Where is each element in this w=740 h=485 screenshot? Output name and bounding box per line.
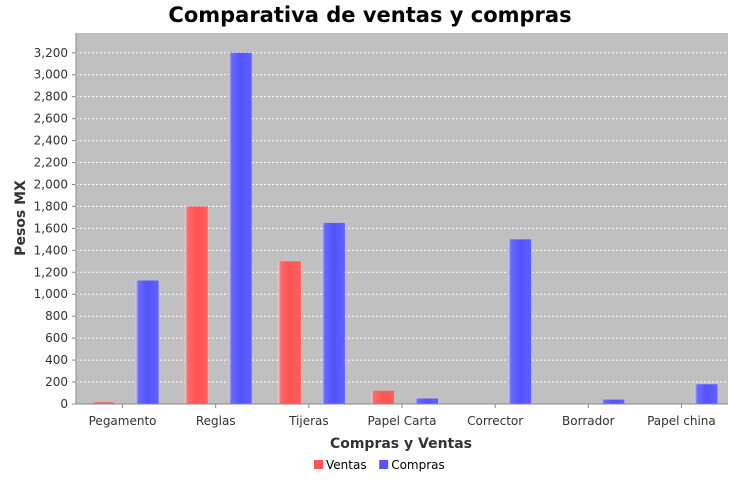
bar-compras-papel-carta (415, 398, 438, 404)
bar-compras-tijeras (321, 222, 345, 404)
y-tick-label: 1,800 (34, 199, 68, 213)
chart-title: Comparativa de ventas y compras (168, 3, 571, 27)
x-tick-label: Reglas (196, 414, 236, 428)
legend-swatch-compras (379, 460, 389, 469)
y-tick-label: 0 (60, 397, 68, 411)
legend-label-ventas: Ventas (326, 458, 367, 472)
bars (91, 52, 718, 405)
y-tick-label: 2,800 (34, 90, 68, 104)
y-tick-label: 400 (45, 353, 68, 367)
bar-compras-borrador (601, 399, 625, 404)
x-tick-label: Borrador (562, 414, 615, 428)
legend-label-compras: Compras (391, 458, 445, 472)
y-tick-label: 3,000 (34, 68, 68, 82)
legend-swatch-ventas (314, 460, 323, 469)
bar-compras-papel-china (694, 384, 718, 404)
x-tick-label: Pegamento (89, 414, 157, 428)
y-tick-label: 1,400 (34, 243, 68, 257)
bar-compras-pegamento (135, 280, 159, 404)
x-tick-label: Corrector (467, 414, 523, 428)
x-axis-label: Compras y Ventas (330, 436, 472, 452)
bar-compras-reglas (228, 52, 252, 405)
x-tick-label: Tijeras (288, 414, 329, 428)
bar-compras-corrector (508, 239, 532, 404)
y-tick-label: 600 (45, 331, 68, 345)
bar-ventas-reglas (184, 206, 208, 404)
gridlines (76, 52, 728, 383)
y-tick-label: 2,200 (34, 156, 68, 170)
y-tick-label: 1,600 (34, 221, 68, 235)
x-tick-label: Papel china (647, 414, 716, 428)
y-tick-label: 800 (45, 309, 68, 323)
y-tick-label: 2,600 (34, 112, 68, 126)
y-tick-label: 200 (45, 375, 68, 389)
bar-ventas-papel-carta (371, 390, 394, 404)
legend: Ventas Compras (314, 458, 445, 472)
bar-ventas-pegamento (91, 402, 115, 404)
x-axis-ticks: Pegamento Reglas Tijeras Papel Carta Correct… (89, 404, 716, 428)
y-axis-label: Pesos MX (13, 180, 29, 256)
x-tick-label: Papel Carta (368, 414, 437, 428)
y-tick-label: 3,200 (34, 46, 68, 60)
y-tick-label: 1,200 (34, 265, 68, 279)
bar-ventas-tijeras (277, 261, 301, 404)
y-tick-label: 2,400 (34, 134, 68, 148)
y-axis-ticks: 0 200 400 600 800 1,000 1,200 1,400 1,600 1,800 2,… (34, 46, 76, 411)
y-tick-label: 1,000 (34, 287, 68, 301)
y-tick-label: 2,000 (34, 177, 68, 191)
plot-area (76, 33, 728, 404)
